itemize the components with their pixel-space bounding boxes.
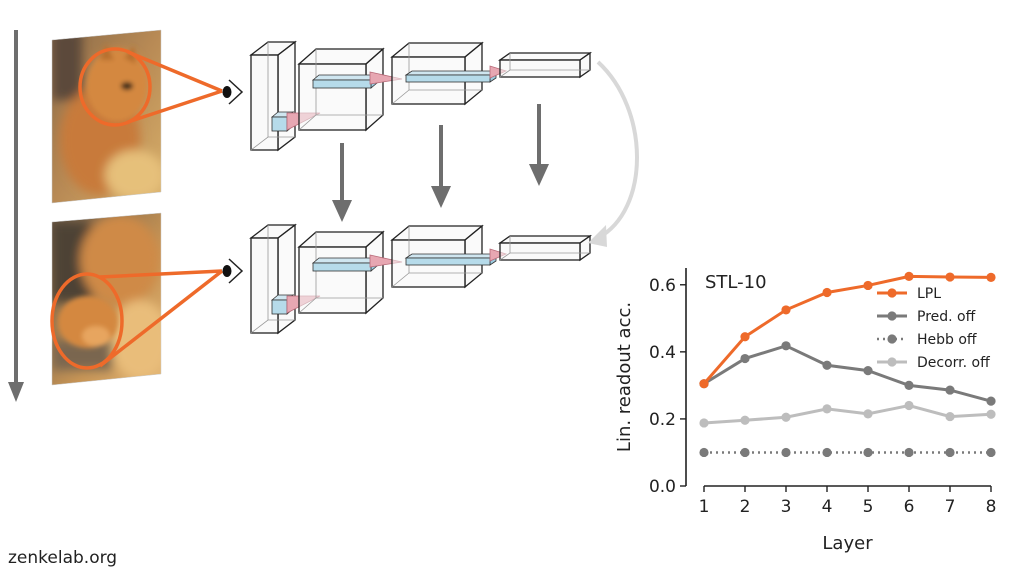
data-point xyxy=(904,380,914,390)
legend-label: Decorr. off xyxy=(917,355,990,371)
data-point xyxy=(986,272,996,282)
filter-kernel xyxy=(311,74,379,89)
network-row-top xyxy=(249,40,593,152)
network-row-bottom xyxy=(249,223,593,335)
filter-kernel xyxy=(404,70,498,83)
data-point xyxy=(945,411,955,422)
data-point xyxy=(822,360,832,370)
dense-layer xyxy=(497,234,593,262)
filter-kernel xyxy=(404,253,498,266)
data-point xyxy=(740,447,750,458)
data-point xyxy=(781,341,791,351)
chart-title: STL-10 xyxy=(705,272,767,293)
x-tick-label: 6 xyxy=(904,497,915,517)
data-point xyxy=(781,447,791,458)
data-point xyxy=(699,447,709,458)
y-tick-label: 0.2 xyxy=(649,410,676,430)
data-point xyxy=(822,287,832,298)
receptive-field-cone xyxy=(369,254,403,268)
accuracy-chart: 0.0 0.2 0.4 0.6 1 2 3 4 5 6 7 8 Layer Lin. readout ac… xyxy=(614,268,996,554)
data-point xyxy=(986,396,996,406)
input-layer xyxy=(249,223,297,335)
x-tick-label: 1 xyxy=(699,497,710,517)
x-axis-label: Layer xyxy=(822,533,873,554)
input-layer xyxy=(249,40,297,152)
data-point xyxy=(904,271,914,281)
receptive-field-cone xyxy=(489,248,508,262)
data-point xyxy=(822,404,832,414)
x-tick-label: 2 xyxy=(740,497,751,517)
series-lpl xyxy=(699,271,996,389)
data-point xyxy=(863,409,873,419)
series-pred-off xyxy=(699,341,996,406)
data-point xyxy=(863,280,873,291)
y-axis-label: Lin. readout acc. xyxy=(614,302,635,452)
data-point xyxy=(781,305,791,315)
data-point xyxy=(740,353,750,364)
legend: LPL Pred. off Hebb off Decorr. off xyxy=(877,286,990,371)
series-hebb-off xyxy=(699,447,996,458)
legend-marker xyxy=(887,334,897,344)
time-arrow xyxy=(8,30,24,402)
data-point xyxy=(863,447,873,458)
eye-icon xyxy=(222,258,244,284)
data-point xyxy=(781,412,791,422)
series-line xyxy=(702,274,992,385)
eye-icon xyxy=(222,79,244,105)
cat-frame-bottom xyxy=(51,212,162,386)
data-point xyxy=(904,400,914,411)
legend-item: Decorr. off xyxy=(877,355,990,371)
y-tick-label: 0.6 xyxy=(649,276,676,296)
x-tick-label: 5 xyxy=(863,497,874,517)
footer-site-label: zenkelab.org xyxy=(8,548,118,568)
conv-layer-1 xyxy=(297,47,385,132)
legend-item: LPL xyxy=(877,286,941,302)
data-point xyxy=(740,332,750,342)
attention-cone-bottom xyxy=(50,269,224,370)
dense-layer xyxy=(497,51,593,79)
down-arrow-icon xyxy=(332,143,352,222)
x-tick-label: 4 xyxy=(822,497,833,517)
data-point xyxy=(986,447,996,458)
receptive-field-cone xyxy=(489,65,508,79)
legend-item: Hebb off xyxy=(877,332,977,348)
data-point xyxy=(699,418,709,428)
data-point xyxy=(986,409,996,419)
legend-marker xyxy=(887,311,897,321)
data-point xyxy=(822,447,832,458)
legend-item: Pred. off xyxy=(877,309,976,325)
data-point xyxy=(945,447,955,458)
data-point xyxy=(904,447,914,458)
down-arrow-icon xyxy=(529,104,549,186)
filter-kernel xyxy=(311,257,379,272)
x-tick-label: 8 xyxy=(986,497,997,517)
legend-label: Pred. off xyxy=(917,309,976,325)
y-tick-label: 0.4 xyxy=(649,343,676,363)
attention-cone-top xyxy=(78,47,223,127)
temporal-arrows xyxy=(332,104,549,222)
receptive-field-cone xyxy=(369,71,403,85)
series-line xyxy=(703,344,992,403)
y-tick-label: 0.0 xyxy=(649,477,676,497)
legend-label: LPL xyxy=(917,286,941,302)
x-tick-label: 3 xyxy=(781,497,792,517)
legend-marker xyxy=(887,288,897,298)
data-point xyxy=(945,272,955,282)
legend-marker xyxy=(887,357,897,367)
data-point xyxy=(699,379,709,389)
legend-label: Hebb off xyxy=(917,332,977,348)
series-line xyxy=(703,403,992,425)
feedback-arrow xyxy=(588,60,639,247)
data-point xyxy=(945,385,955,395)
data-point xyxy=(740,415,750,425)
conv-layer-1 xyxy=(297,230,385,315)
x-tick-label: 7 xyxy=(945,497,956,517)
series-decorr-off xyxy=(699,400,996,428)
data-point xyxy=(863,366,873,376)
down-arrow-icon xyxy=(431,125,451,208)
